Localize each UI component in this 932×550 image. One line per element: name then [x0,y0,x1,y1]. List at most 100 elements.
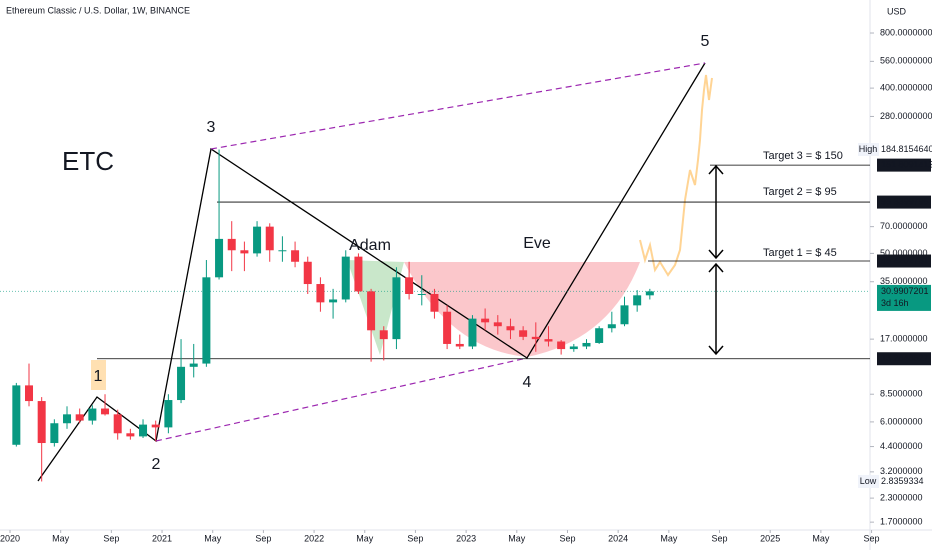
candle-body [633,295,642,306]
candle-body [177,366,186,401]
annotation: 3 [207,119,216,136]
candle-body [101,408,110,415]
candle-body [354,256,363,292]
candle-body [189,363,198,367]
y-tick-label: 560.0000000 [880,56,932,66]
candle-body [493,322,502,327]
price-tag-label: 30.9907201 [881,286,929,296]
candle-body [63,414,72,424]
x-tick-label: 2020 [0,533,20,543]
annotation: 1 [94,368,103,385]
candle-body [417,293,426,295]
candle-body [303,261,312,285]
y-tick-label: 4.4000000 [880,441,923,451]
candle-body [278,250,287,252]
candle-body [595,328,604,343]
countdown: 3d 16h [881,298,909,308]
candle-body [582,342,591,347]
x-tick-label: 2021 [152,533,172,543]
x-tick-label: 2023 [456,533,476,543]
candle-body [620,305,629,325]
upper-channel [210,62,706,150]
y-tick-label: 6.0000000 [880,416,923,426]
x-tick-label: Sep [559,533,575,543]
candle-body [227,238,236,251]
candle-body [139,424,148,437]
x-tick-label: Sep [407,533,423,543]
candle-body [481,318,490,323]
candle-body [202,277,211,364]
x-tick-label: 2024 [608,533,628,543]
annotation: Target 2 = $ 95 [763,186,837,198]
price-tag-label: 2.8359334 [881,476,924,486]
candle-body [37,401,46,444]
y-tick-label: 400.0000000 [880,82,932,92]
x-tick-label: 2025 [760,533,780,543]
candle-body [645,291,654,296]
tag-name-box [858,142,879,156]
candle-body [455,343,464,347]
x-tick-label: May [204,533,222,543]
candle-body [240,250,249,254]
candle-body [126,433,135,437]
price-tag [877,158,931,172]
candle-body [113,414,122,434]
y-tick-label: 35.0000000 [880,276,928,286]
x-tick-label: May [52,533,70,543]
x-tick-label: May [356,533,374,543]
annotation: ETC [62,146,114,176]
x-tick-label: Sep [103,533,119,543]
candle-body [531,336,540,340]
annotation: 2 [152,456,161,473]
eve-area [404,262,640,357]
candle-body [468,318,477,347]
candle-body [405,277,414,294]
candle-body [379,330,388,340]
y-tick-label: 2.3000000 [880,492,923,502]
x-tick-label: May [508,533,526,543]
candle-body [164,400,173,428]
candle-body [329,299,338,303]
x-tick-label: 2022 [304,533,324,543]
annotation: Target 1 = $ 45 [763,247,837,259]
price-tag [877,352,931,366]
candle-body [430,293,439,312]
x-tick-label: Sep [712,533,728,543]
chart-title: Ethereum Classic / U.S. Dollar, 1W, BINA… [6,5,190,15]
tag-name-box [858,474,879,488]
x-tick-label: May [660,533,678,543]
price-tag-label: 13.2848527 [881,353,929,363]
price-tag-label: 95.3399795 [881,196,929,206]
candle-body [253,226,262,254]
y-tick-label: 3.2000000 [880,466,923,476]
y-tick-label: 70.0000000 [880,221,928,231]
x-tick-label: Sep [864,533,880,543]
candle-body [215,238,224,278]
y-tick-label: 280.0000000 [880,111,932,121]
label-box [91,360,106,390]
y-tick-label: 800.0000000 [880,27,932,37]
candle-body [25,385,34,402]
y-tick-label: 50.0000000 [880,248,928,258]
candle-body [544,339,553,342]
candle-body [506,326,515,331]
x-tick-label: May [812,533,830,543]
candle-body [151,424,160,428]
price-tag-label: 151.8091412 [881,159,932,169]
annotation: 5 [701,33,710,50]
candle-body [341,256,350,300]
candle-body [291,250,300,262]
arrows [708,164,724,356]
projection [639,74,713,277]
price-tag [877,195,931,209]
tag-name: Low [860,476,877,486]
y-tick-label: 1.7000000 [880,517,923,527]
price-tag [877,254,931,268]
candle-body [12,385,21,445]
price-tag [877,142,931,156]
price-tag [877,474,931,488]
annotation: Target 3 = $ 150 [763,150,843,162]
candle-body [367,291,376,331]
